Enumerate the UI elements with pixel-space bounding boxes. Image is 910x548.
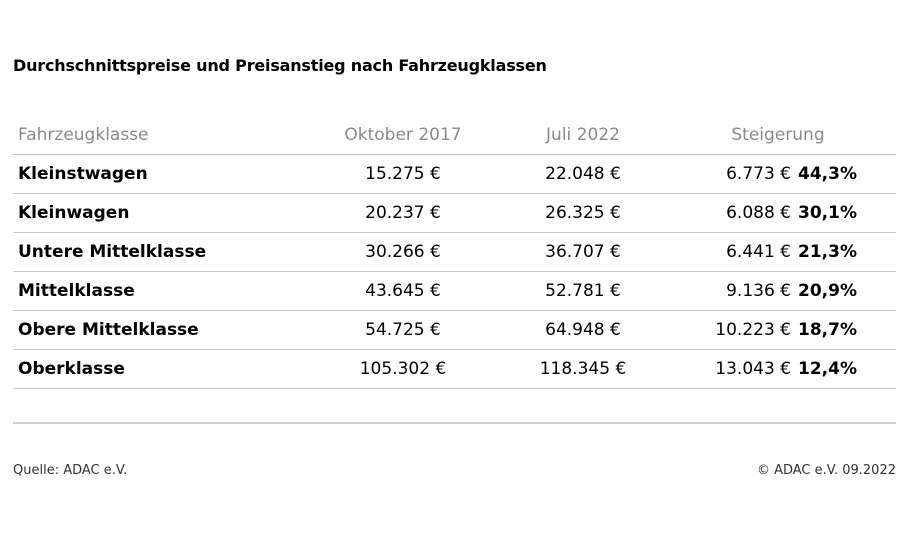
row-increase-amount: 13.043 € [715,359,791,379]
row-price-jul2022: 22.048 € [545,164,621,184]
copyright-note: © ADAC e.V. 09.2022 [756,463,896,478]
row-increase-percent: 18,7% [798,320,857,340]
price-table: Fahrzeugklasse Oktober 2017 Juli 2022 St… [13,116,896,389]
table-row: Kleinwagen 20.237 € 26.325 € 6.088 € 30,… [13,194,896,233]
row-increase-amount: 6.088 € [726,203,791,223]
page-title: Durchschnittspreise und Preisanstieg nac… [13,56,547,75]
row-price-oct2017: 15.275 € [365,164,441,184]
table-row: Oberklasse 105.302 € 118.345 € 13.043 € … [13,350,896,389]
row-price-jul2022: 52.781 € [545,281,621,301]
table-row: Mittelklasse 43.645 € 52.781 € 9.136 € 2… [13,272,896,311]
row-class-label: Kleinstwagen [18,164,148,184]
row-increase-amount: 10.223 € [715,320,791,340]
row-price-jul2022: 64.948 € [545,320,621,340]
row-price-oct2017: 43.645 € [365,281,441,301]
header-juli-2022: Juli 2022 [546,125,620,145]
row-increase-percent: 30,1% [798,203,857,223]
row-price-jul2022: 36.707 € [545,242,621,262]
row-increase-percent: 44,3% [798,164,857,184]
row-class-label: Kleinwagen [18,203,130,223]
footer-divider [13,422,896,424]
source-note: Quelle: ADAC e.V. [13,463,128,478]
row-class-label: Untere Mittelklasse [18,242,207,262]
row-increase-percent: 12,4% [798,359,857,379]
row-increase-amount: 6.773 € [726,164,791,184]
table-row: Obere Mittelklasse 54.725 € 64.948 € 10.… [13,311,896,350]
row-price-jul2022: 118.345 € [539,359,627,379]
row-class-label: Obere Mittelklasse [18,320,199,340]
row-price-oct2017: 105.302 € [359,359,447,379]
header-steigerung: Steigerung [731,125,825,145]
row-increase-amount: 9.136 € [726,281,791,301]
header-fahrzeugklasse: Fahrzeugklasse [18,125,149,145]
row-increase-amount: 6.441 € [726,242,791,262]
table-row: Untere Mittelklasse 30.266 € 36.707 € 6.… [13,233,896,272]
row-increase-percent: 20,9% [798,281,857,301]
row-class-label: Mittelklasse [18,281,135,301]
row-increase-percent: 21,3% [798,242,857,262]
table-row: Kleinstwagen 15.275 € 22.048 € 6.773 € 4… [13,155,896,194]
table-header-row: Fahrzeugklasse Oktober 2017 Juli 2022 St… [13,116,896,155]
row-class-label: Oberklasse [18,359,125,379]
row-price-oct2017: 54.725 € [365,320,441,340]
row-price-oct2017: 20.237 € [365,203,441,223]
row-price-oct2017: 30.266 € [365,242,441,262]
header-oktober-2017: Oktober 2017 [344,125,462,145]
row-price-jul2022: 26.325 € [545,203,621,223]
